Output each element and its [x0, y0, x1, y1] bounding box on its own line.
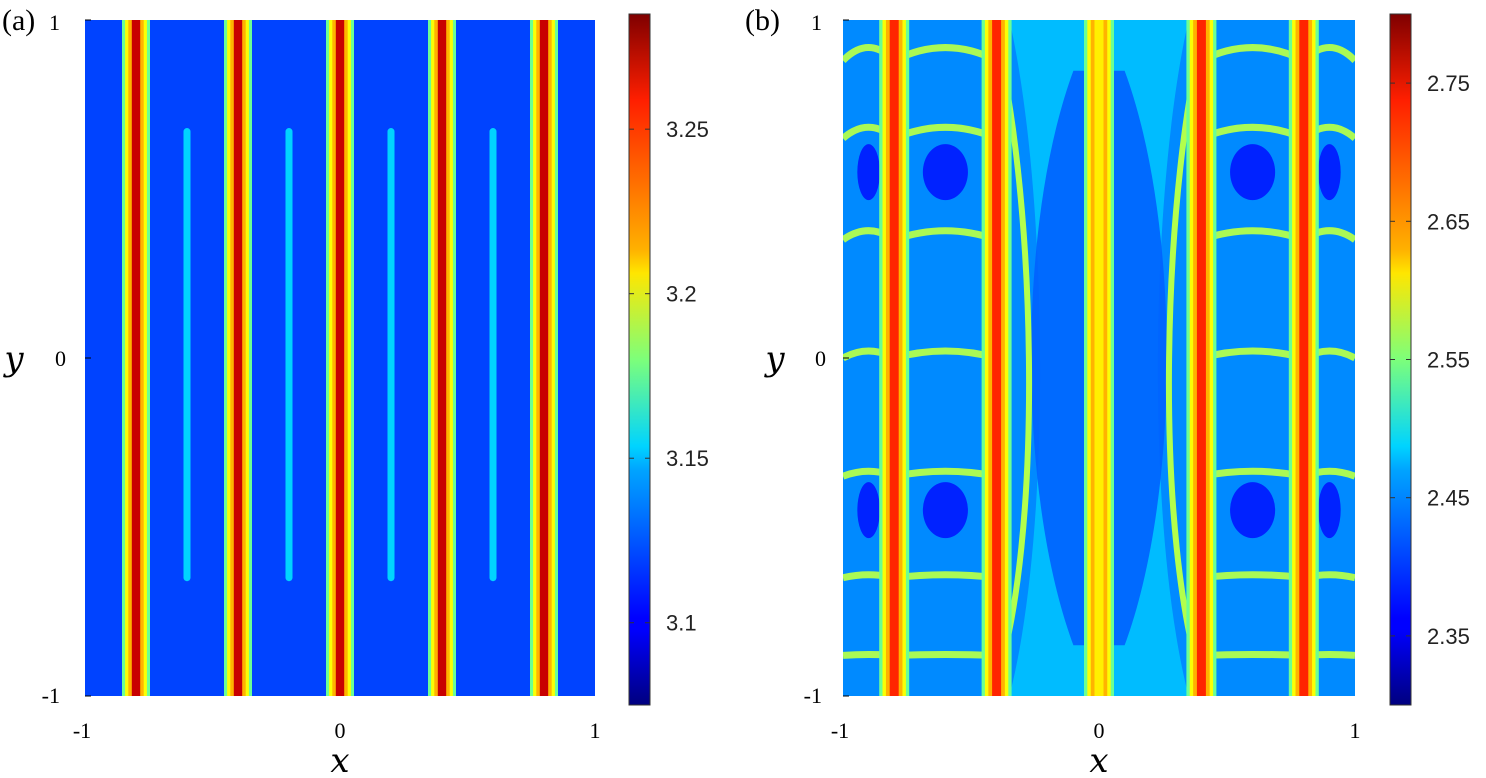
panel-a-xtick-left: -1 [73, 718, 91, 743]
panel-b: (b) 1 0 -1 -1 0 1 x y 2.752.652.552.452.… [745, 4, 1470, 778]
panel-a-stripe-1 [122, 20, 150, 696]
panel-b-colorbar-tick-label: 2.35 [1427, 624, 1470, 649]
panel-a-colorbar-tick-label: 3.2 [666, 282, 697, 307]
panel-a-xtick-mid: 0 [335, 718, 346, 743]
panel-b-ytick-mid: 0 [815, 346, 826, 371]
panel-a-colorbar-gradient [628, 13, 651, 706]
panel-a-label: (a) [2, 4, 35, 37]
panel-b-ytick-bottom: -1 [804, 683, 822, 708]
panel-b-connector-arc [1201, 650, 1304, 659]
panel-b-connector-arc [894, 650, 997, 659]
panel-b-low-pocket [922, 144, 968, 201]
panel-a-colorbar-ticks: 3.25 3.2 3.15 3.1 [629, 117, 709, 636]
panel-a-colorbar-tick-label: 3.25 [666, 117, 709, 142]
panel-a-colorbar: 3.25 3.2 3.15 3.1 [628, 13, 709, 706]
panel-b-stripe-3 [1084, 20, 1114, 696]
panel-b-low-pocket [1230, 482, 1276, 539]
panel-b-low-pocket [857, 144, 880, 201]
panel-b-xtick-right: 1 [1350, 718, 1361, 743]
panel-b-stripe-4 [1186, 20, 1217, 696]
panel-a-stripe-5 [530, 20, 558, 696]
panel-b-low-pocket [922, 482, 968, 539]
panel-b-ylabel: y [763, 339, 785, 379]
panel-b-colorbar-tick-label: 2.65 [1427, 209, 1470, 234]
panel-b-low-pocket [1230, 144, 1276, 201]
panel-a-ytick-top: 1 [49, 10, 60, 35]
panel-a: (a) 1 0 -1 -1 0 1 x y 3.25 3.2 3.15 3.1 [2, 4, 709, 778]
panel-a-ylabel: y [2, 339, 24, 379]
panel-b-stripe-2 [981, 20, 1012, 696]
panel-a-colorbar-tick-label: 3.15 [666, 446, 709, 471]
panel-a-marks [85, 20, 595, 696]
panel-b-stripe-5 [1288, 20, 1319, 696]
panel-a-stripe-2 [224, 20, 252, 696]
panel-b-ytick-top: 1 [811, 10, 822, 35]
panel-b-colorbar: 2.75 2.65 2.55 2.45 2.35 [1389, 13, 1470, 706]
panel-b-colorbar-tick-label: 2.45 [1427, 486, 1470, 511]
panel-a-ytick-bottom: -1 [42, 683, 60, 708]
panel-b-xlabel: x [1089, 741, 1108, 778]
panel-b-label: (b) [745, 4, 780, 37]
panel-b-low-pocket [1318, 144, 1341, 201]
panel-a-colorbar-tick-label: 3.1 [666, 611, 697, 636]
panel-a-xlabel: x [330, 741, 349, 778]
panel-b-connector-arc [893, 571, 998, 582]
panel-b-low-pocket [1318, 482, 1341, 539]
panel-a-ytick-mid: 0 [55, 346, 66, 371]
panel-b-colorbar-tick-label: 2.55 [1427, 348, 1470, 373]
panel-b-xtick-mid: 0 [1094, 718, 1105, 743]
panel-b-marks [843, 20, 1355, 696]
panel-b-connector-arc [1200, 571, 1305, 582]
panel-b-low-pocket [857, 482, 880, 539]
panel-b-stripe-1 [879, 20, 910, 696]
panel-b-colorbar-ticks: 2.75 2.65 2.55 2.45 2.35 [1390, 71, 1470, 649]
panel-b-xtick-left: -1 [831, 718, 849, 743]
panel-a-stripe-3 [326, 20, 354, 696]
panel-b-colorbar-tick-label: 2.75 [1427, 71, 1470, 96]
panel-a-xtick-right: 1 [590, 718, 601, 743]
panel-a-stripe-4 [428, 20, 456, 696]
